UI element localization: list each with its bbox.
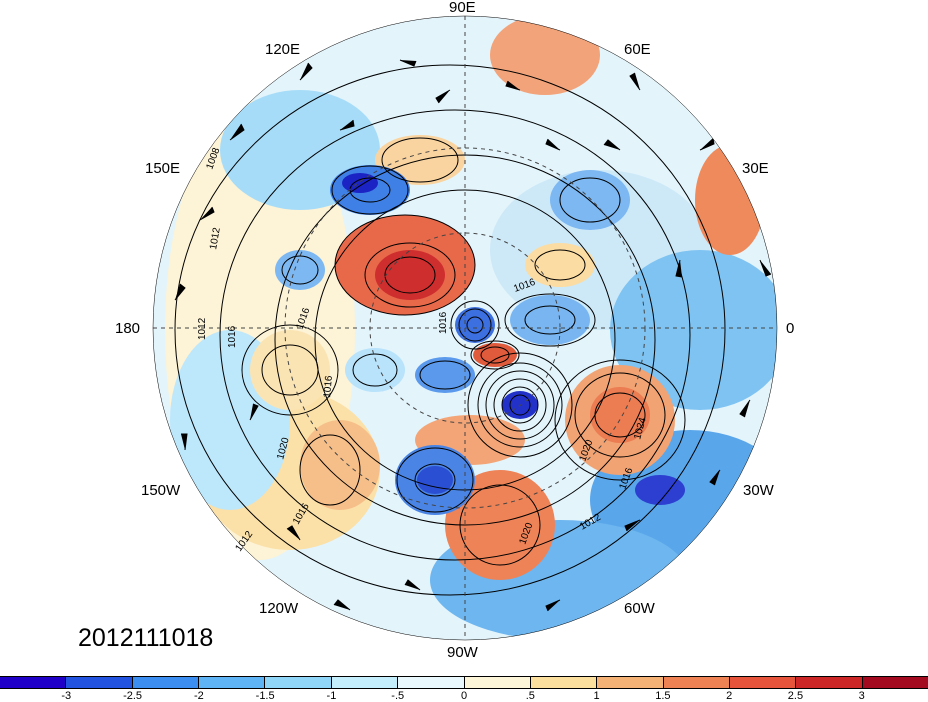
contour-label: 1012	[197, 317, 208, 340]
lon-label-120e: 120E	[265, 41, 301, 58]
date-stamp: 2012111018	[78, 624, 214, 652]
wind-barbs	[174, 59, 772, 628]
colorbar-tick-label: -1.5	[255, 690, 275, 702]
colorbar-swatch	[796, 677, 863, 688]
colorbar-tick-label: 0	[460, 690, 468, 702]
lon-label-150w: 150W	[141, 482, 181, 499]
contour-label: 1016	[227, 325, 238, 348]
lon-label-90w: 90W	[447, 644, 478, 661]
colorbar-swatch	[66, 677, 133, 688]
colorbar-tick-label: 2	[726, 690, 733, 702]
lon-label-150e: 150E	[145, 160, 181, 177]
colorbar-swatch	[265, 677, 332, 688]
colorbar-swatch	[729, 677, 797, 688]
isobar-contours	[174, 64, 726, 596]
colorbar-tick-label: -2	[193, 690, 204, 702]
colorbar-tick-label: 1.5	[655, 690, 671, 702]
colorbar-swatch	[132, 677, 200, 688]
colorbar-tick-label: 3	[858, 690, 865, 702]
colorbar	[0, 676, 928, 689]
colorbar-swatch	[530, 677, 598, 688]
colorbar-tick-label: .5	[525, 690, 535, 702]
colorbar-swatch	[331, 677, 399, 688]
colorbar-tick-label: -1	[326, 690, 337, 702]
colorbar-tick-label: 2.5	[787, 690, 804, 702]
colorbar-tick-label: -2.5	[123, 690, 143, 702]
lon-label-30w: 30W	[743, 482, 774, 499]
colorbar-tick-label: 1	[593, 690, 600, 702]
colorbar-swatch	[199, 677, 266, 688]
lon-label-60e: 60E	[624, 41, 651, 58]
lon-label-30e: 30E	[742, 160, 769, 177]
colorbar-swatch	[597, 677, 664, 688]
colorbar-swatch	[464, 677, 531, 688]
colorbar-tick-label: -3	[61, 690, 72, 702]
contour-label: 1016	[322, 375, 335, 399]
lon-label-0: 0	[786, 320, 795, 337]
lon-label-90e: 90E	[449, 0, 476, 16]
contour-label: 1016	[438, 311, 449, 334]
lon-label-120w: 120W	[259, 600, 299, 617]
map-boundary	[152, 15, 778, 641]
colorbar-swatch	[0, 677, 67, 688]
lon-label-60w: 60W	[624, 600, 655, 617]
graticule	[153, 16, 777, 640]
contour-label: 1012	[208, 226, 223, 250]
colorbar-swatch	[862, 677, 928, 688]
colorbar-swatch	[663, 677, 730, 688]
anomaly-field	[153, 16, 777, 640]
colorbar-tick-labels: -3 -2.5 -2 -1.5 -1 -.5 0 .5 1 1.5 2 2.5 3	[0, 690, 928, 702]
colorbar-tick-label: -.5	[391, 690, 405, 702]
colorbar-swatch	[398, 677, 465, 688]
lon-label-180: 180	[115, 320, 141, 337]
